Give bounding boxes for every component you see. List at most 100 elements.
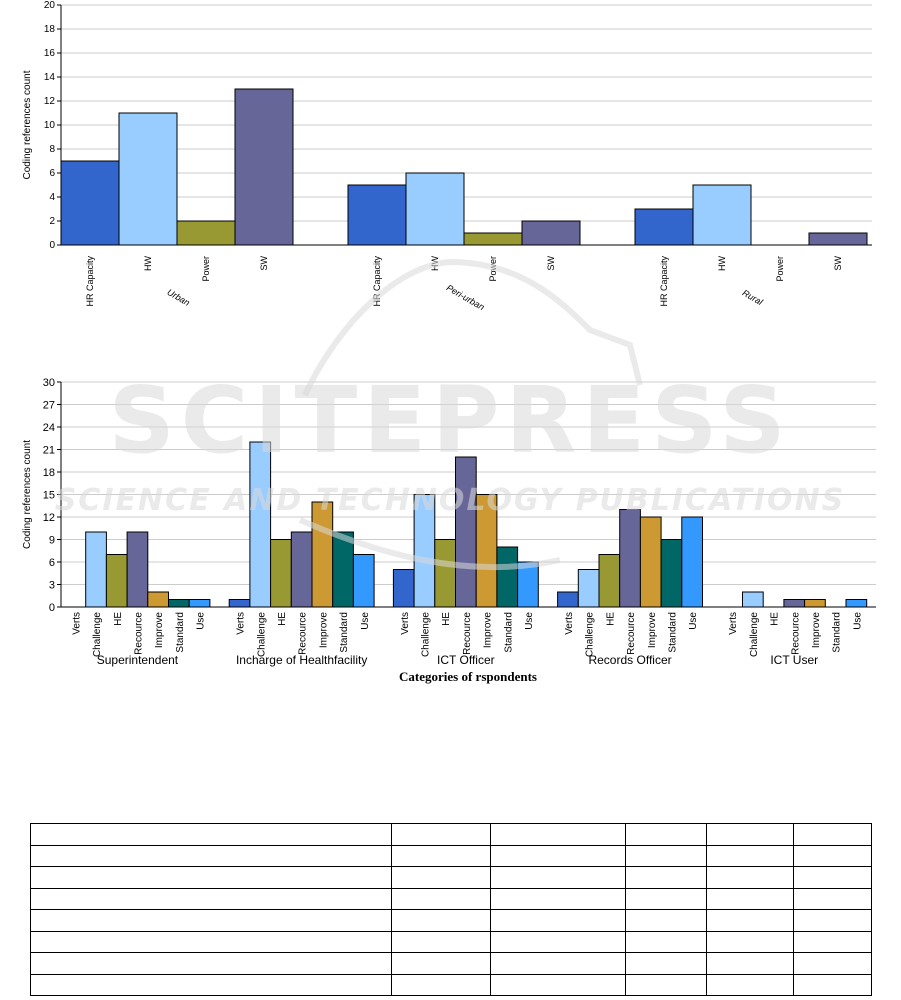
y-tick-label: 14 [44, 72, 56, 83]
bar [577, 569, 600, 608]
bar [639, 516, 662, 608]
x-tick-label: Recource [462, 612, 473, 655]
table-cell [490, 973, 626, 996]
y-tick-label: 12 [43, 512, 55, 524]
bar [598, 554, 621, 608]
bar [85, 531, 107, 608]
table-cell [490, 844, 626, 867]
x-tick-label: Recource [626, 612, 637, 655]
table-cell [793, 930, 872, 953]
table-cell [706, 823, 794, 846]
table-cell [391, 909, 491, 932]
bar [234, 88, 294, 246]
bar [188, 599, 211, 608]
table-cell [793, 866, 872, 889]
table-cell [391, 844, 491, 867]
bar [392, 569, 415, 608]
group-label: ICT Officer [437, 653, 495, 667]
table-cell [391, 930, 491, 953]
y-tick-label: 0 [49, 602, 55, 614]
x-tick-label: HE [605, 612, 616, 626]
table-cell [706, 909, 794, 932]
bar [681, 516, 703, 608]
table-cell [625, 909, 707, 932]
y-tick-label: 2 [49, 216, 55, 227]
x-tick-label: Challenge [585, 612, 596, 657]
x-tick-label: Verts [236, 612, 247, 635]
x-tick-label: Standard [503, 612, 514, 653]
x-tick-label: Challenge [420, 612, 431, 657]
group-label: Urban [165, 287, 191, 308]
x-tick-label: HE [770, 612, 781, 626]
bar [118, 112, 178, 246]
table-cell [793, 887, 872, 910]
table-cell [625, 823, 707, 846]
table-cell [391, 952, 491, 975]
y-axis-label: Coding references count [22, 440, 33, 549]
bar [517, 561, 539, 608]
group-label: Peri-urban [445, 283, 486, 313]
table-cell [793, 909, 872, 932]
group-label: Rural [741, 288, 765, 308]
bar [783, 599, 806, 608]
x-tick-label: HW [143, 256, 153, 271]
table-cell [391, 887, 491, 910]
x-tick-label: Challenge [256, 612, 267, 657]
x-tick-label: Standard [175, 612, 186, 653]
table-cell [793, 952, 872, 975]
bar [804, 599, 826, 608]
x-tick-label: Power [488, 256, 498, 282]
y-tick-label: 30 [43, 377, 55, 389]
y-tick-label: 10 [44, 120, 56, 131]
table-cell [30, 866, 392, 889]
table-cell [625, 866, 707, 889]
bar [405, 172, 465, 246]
x-tick-label: Improve [811, 612, 822, 649]
x-tick-label: HW [430, 256, 440, 271]
x-tick-label: Improve [647, 612, 658, 649]
bar [105, 554, 128, 608]
bar [742, 591, 764, 608]
x-tick-label: Recource [298, 612, 309, 655]
table-cell [625, 973, 707, 996]
y-tick-label: 18 [44, 24, 56, 35]
x-tick-label: Use [360, 612, 371, 630]
table-cell [490, 887, 626, 910]
table-cell [490, 866, 626, 889]
y-tick-label: 0 [49, 240, 55, 251]
x-tick-label: HR Capacity [372, 256, 382, 307]
y-tick-label: 9 [49, 535, 55, 547]
table-cell [706, 973, 794, 996]
table-row [30, 930, 872, 953]
bar [413, 494, 436, 608]
x-tick-label: HE [441, 612, 452, 626]
x-tick-label: Improve [483, 612, 494, 649]
table-cell [625, 844, 707, 867]
x-tick-label: Verts [564, 612, 575, 635]
x-tick-label: Challenge [92, 612, 103, 657]
table-cell [793, 844, 872, 867]
bar [692, 184, 752, 246]
y-tick-label: 6 [49, 168, 55, 179]
table-cell [490, 909, 626, 932]
x-tick-label: Improve [318, 612, 329, 649]
y-axis-label: Coding references count [22, 70, 33, 179]
table-cell [30, 909, 392, 932]
table-cell [706, 930, 794, 953]
chart-coding-references-by-respondent: 0 3 6 9 12 15 18 21 24 27 30 Coding references coun… [22, 377, 876, 684]
table-cell [391, 866, 491, 889]
group-label: ICT User [770, 653, 818, 667]
x-tick-label: SW [259, 255, 269, 270]
bar [228, 599, 251, 608]
bar [270, 539, 292, 608]
x-tick-label: HE [113, 612, 124, 626]
table-cell [793, 823, 872, 846]
x-tick-label: Verts [400, 612, 411, 635]
group-label: Records Officer [588, 653, 671, 667]
bar [352, 554, 375, 608]
bar [634, 208, 694, 246]
x-tick-label: Use [852, 612, 863, 630]
x-tick-label: Use [196, 612, 207, 630]
table-cell [706, 952, 794, 975]
table-cell [391, 973, 491, 996]
